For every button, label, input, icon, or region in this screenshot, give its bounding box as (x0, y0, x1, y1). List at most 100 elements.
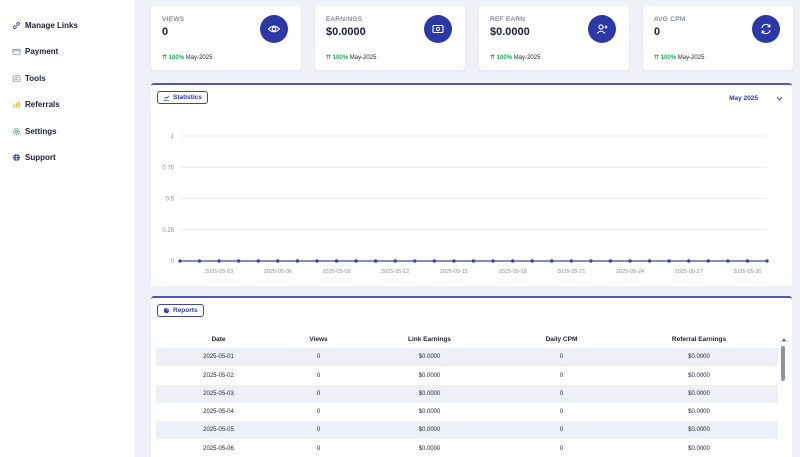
data-point (237, 259, 241, 263)
sidebar-item-label: Settings (25, 126, 57, 136)
card-label: VIEWS (162, 16, 185, 23)
card-growth: 100% (332, 55, 349, 61)
data-point (197, 259, 202, 263)
cell-daily-cpm: 0 (559, 445, 564, 452)
referrals-icon (12, 100, 21, 109)
cell-referral-earnings: $0.0000 (688, 390, 710, 397)
data-point (745, 259, 750, 263)
reports-button-label: Reports (173, 307, 198, 314)
sidebar-item-settings[interactable]: Settings (0, 118, 135, 145)
month-select[interactable]: May 2025 (729, 95, 758, 102)
card-period: May-2025 (513, 55, 541, 61)
table-header: Date Views Link Earnings Daily CPM Refer… (156, 330, 778, 348)
earnings-card: EARNINGS $0.0000 ⇈ 100% May-2025 (315, 6, 465, 70)
avg-cpm-card: AVG CPM 0 ⇈ 100% May-2025 (643, 6, 793, 70)
column-header-views[interactable]: Views (309, 335, 328, 343)
cell-date: 2025-05-01 (203, 354, 234, 361)
data-point (256, 259, 260, 263)
reports-button[interactable]: Reports (157, 304, 204, 317)
statistics-chart: 1 0.75 0.5 0.25 0 2025-05-03 2025-05-06 2025-05… (162, 134, 769, 275)
card-footer: ⇈ 100% May-2025 (162, 54, 212, 61)
column-header-link-earnings[interactable]: Link Earnings (408, 335, 451, 343)
ref-earn-card: REF EARN $0.0000 ⇈ 100% May-2025 (479, 6, 629, 70)
column-header-daily-cpm[interactable]: Daily CPM (545, 335, 578, 343)
data-point (276, 259, 280, 263)
data-point (608, 259, 613, 263)
sidebar-item-label: Payment (25, 47, 59, 57)
cell-date: 2025-05-02 (203, 372, 234, 379)
card-value: 0 (654, 26, 661, 38)
cell-views: 0 (316, 354, 321, 361)
cell-referral-earnings: $0.0000 (688, 445, 710, 452)
card-label: REF EARN (490, 16, 526, 23)
cell-link-earnings: $0.0000 (418, 427, 441, 434)
x-tick-label: 2025-05-03 (205, 269, 233, 275)
cell-link-earnings: $0.0000 (418, 354, 441, 361)
sidebar-item-support[interactable]: Support (0, 145, 135, 172)
gear-icon (12, 127, 21, 136)
card-value: 0 (162, 26, 169, 38)
data-point (295, 259, 300, 263)
sidebar: Manage Links Payment Tools Referrals Set… (0, 0, 135, 457)
card-value: $0.0000 (490, 26, 530, 38)
data-point (413, 259, 417, 263)
sidebar-item-referrals[interactable]: Referrals (0, 92, 135, 119)
data-point (589, 259, 593, 263)
tools-icon (12, 74, 21, 83)
cell-date: 2025-05-06 (203, 445, 234, 452)
x-tick-label: 2025-05-24 (616, 269, 644, 275)
refresh-icon (752, 15, 780, 43)
x-tick-label: 2025-05-09 (322, 269, 350, 275)
cell-daily-cpm: 0 (559, 409, 564, 416)
sidebar-item-tools[interactable]: Tools (0, 65, 135, 92)
cell-referral-earnings: $0.0000 (688, 409, 710, 416)
sidebar-item-label: Tools (25, 73, 46, 83)
x-tick-label: 2025-05-06 (264, 269, 292, 275)
data-point (178, 259, 182, 263)
card-growth: 100% (496, 55, 513, 61)
x-tick-label: 2025-05-21 (557, 269, 585, 275)
data-point (432, 259, 437, 263)
cell-views: 0 (316, 372, 321, 379)
statistics-button[interactable]: Statistics (157, 91, 208, 104)
x-tick-label: 2025-05-15 (440, 269, 468, 275)
data-point (706, 259, 710, 263)
cell-views: 0 (316, 427, 321, 434)
sidebar-item-payment[interactable]: Payment (0, 39, 135, 66)
x-tick-label: 2025-05-12 (381, 269, 409, 275)
sidebar-item-manage-links[interactable]: Manage Links (0, 12, 135, 39)
table-row: 2025-05-05 0 $0.0000 0 $0.0000 (156, 421, 778, 440)
sidebar-item-label: Manage Links (25, 20, 78, 30)
cell-link-earnings: $0.0000 (418, 372, 441, 379)
reports-table: Date Views Link Earnings Daily CPM Refer… (156, 330, 778, 457)
scroll-up-icon[interactable] (781, 337, 787, 342)
cell-daily-cpm: 0 (559, 354, 564, 361)
table-row: 2025-05-01 0 $0.0000 0 $0.0000 (156, 348, 778, 367)
x-tick-label: 2025-05-30 (733, 269, 761, 275)
card-period: May-2025 (677, 55, 705, 61)
data-point (687, 259, 691, 263)
column-header-date[interactable]: Date (211, 335, 226, 343)
views-card: VIEWS 0 ⇈ 100% May-2025 (151, 6, 301, 70)
data-point (667, 259, 671, 263)
cell-date: 2025-05-03 (203, 390, 234, 397)
data-point (569, 259, 574, 263)
data-point (628, 259, 632, 263)
table-scrollbar[interactable] (781, 346, 785, 381)
cell-views: 0 (316, 445, 321, 452)
cell-daily-cpm: 0 (559, 372, 564, 379)
cell-date: 2025-05-04 (203, 409, 234, 416)
cell-views: 0 (316, 409, 321, 416)
card-footer: ⇈ 100% May-2025 (326, 54, 376, 61)
arrow-up-icon: ⇈ (162, 55, 168, 61)
pie-chart-icon (163, 307, 170, 314)
data-point (393, 259, 397, 263)
y-tick-label: 0.25 (162, 228, 174, 234)
support-icon (12, 153, 21, 162)
column-header-referral-earnings[interactable]: Referral Earnings (671, 335, 727, 343)
sidebar-item-label: Referrals (25, 100, 60, 110)
cell-referral-earnings: $0.0000 (688, 354, 710, 361)
chevron-down-icon[interactable] (775, 94, 784, 103)
card-period: May-2025 (185, 55, 213, 61)
line-chart-icon (163, 95, 170, 101)
